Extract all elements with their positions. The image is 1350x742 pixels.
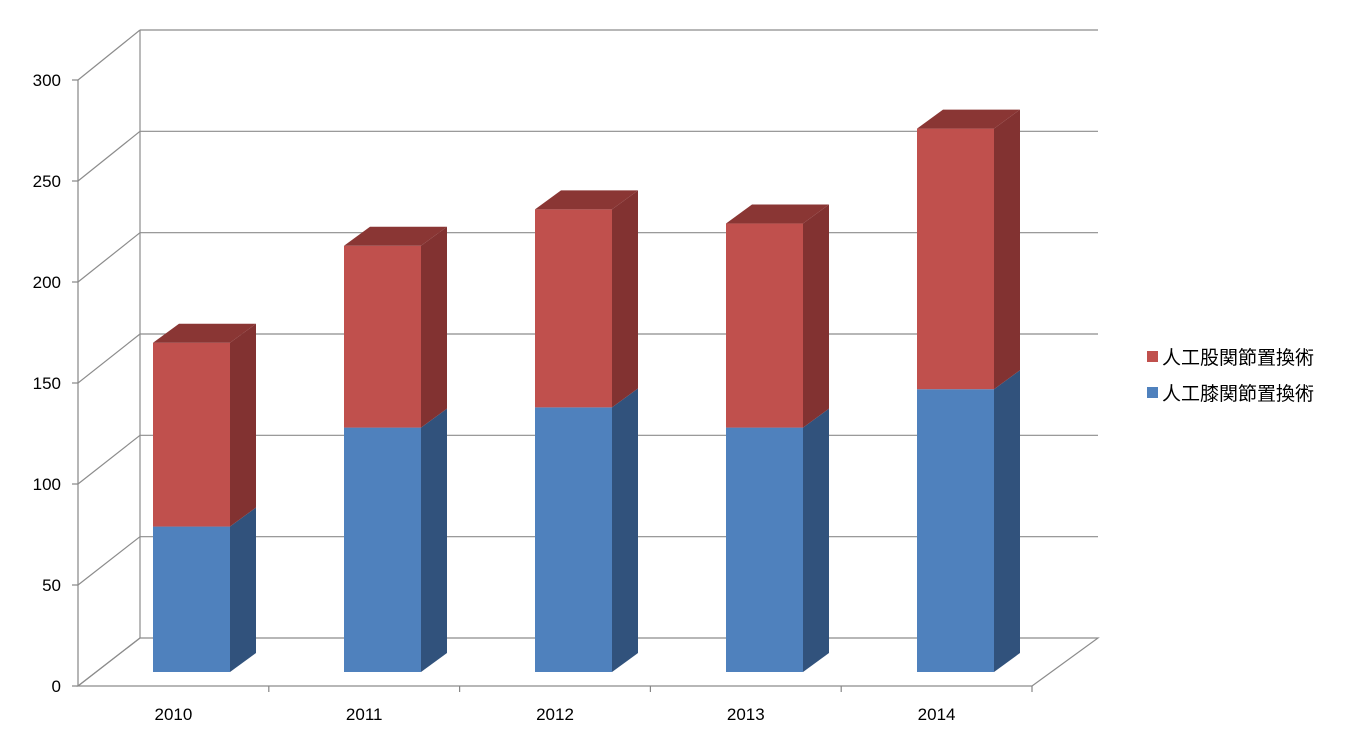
y-tick-label: 250 <box>33 172 61 191</box>
bar <box>535 209 612 408</box>
bar <box>153 342 230 527</box>
bar <box>344 245 421 428</box>
bar-top <box>917 109 1020 129</box>
bar-top <box>535 190 638 210</box>
bar <box>153 526 230 672</box>
bar <box>726 223 803 428</box>
x-tick-label: 2012 <box>536 705 574 724</box>
bar <box>535 407 612 672</box>
bar <box>917 389 994 672</box>
bar-side <box>421 226 447 428</box>
chart-floor <box>76 637 1100 687</box>
y-tick-label: 100 <box>33 475 61 494</box>
y-tick-label: 150 <box>33 374 61 393</box>
legend-swatch-knee <box>1147 386 1158 398</box>
bar-top <box>726 204 829 224</box>
gridline-diagonal <box>77 333 141 384</box>
bar-top <box>344 226 447 246</box>
bar-side <box>803 204 829 428</box>
chart-legend: 人工股関節置換術 人工膝関節置換術 <box>1147 338 1314 410</box>
bar-side <box>612 190 638 408</box>
gridline-diagonal <box>77 232 141 283</box>
y-tick-label: 0 <box>52 677 61 696</box>
bar-side <box>230 507 256 672</box>
y-tick-label: 200 <box>33 273 61 292</box>
bar-side <box>803 408 829 672</box>
x-tick-label: 2011 <box>346 705 383 724</box>
legend-swatch-hip <box>1147 350 1158 362</box>
bar-side <box>994 109 1020 390</box>
x-tick-label: 2010 <box>154 705 192 724</box>
legend-label-hip: 人工股関節置換術 <box>1162 346 1315 369</box>
gridline-diagonal <box>77 29 141 81</box>
legend-label-knee: 人工膝関節置換術 <box>1162 382 1315 405</box>
bar <box>917 128 994 390</box>
bar-side <box>612 388 638 672</box>
gridline-diagonal <box>77 130 141 182</box>
x-tick-label: 2013 <box>727 705 765 724</box>
legend-item-knee: 人工膝関節置換術 <box>1147 374 1314 410</box>
legend-item-hip: 人工股関節置換術 <box>1147 338 1314 374</box>
y-tick-label: 300 <box>33 71 61 90</box>
gridline-diagonal <box>77 536 141 586</box>
bar <box>344 427 421 672</box>
bar-side <box>421 408 447 672</box>
bar-side <box>230 323 256 527</box>
x-tick-label: 2014 <box>918 705 956 724</box>
bar-top <box>153 323 256 343</box>
y-tick-label: 50 <box>42 576 61 595</box>
bar-side <box>994 370 1020 672</box>
gridline-diagonal <box>77 434 141 485</box>
bar <box>726 427 803 672</box>
